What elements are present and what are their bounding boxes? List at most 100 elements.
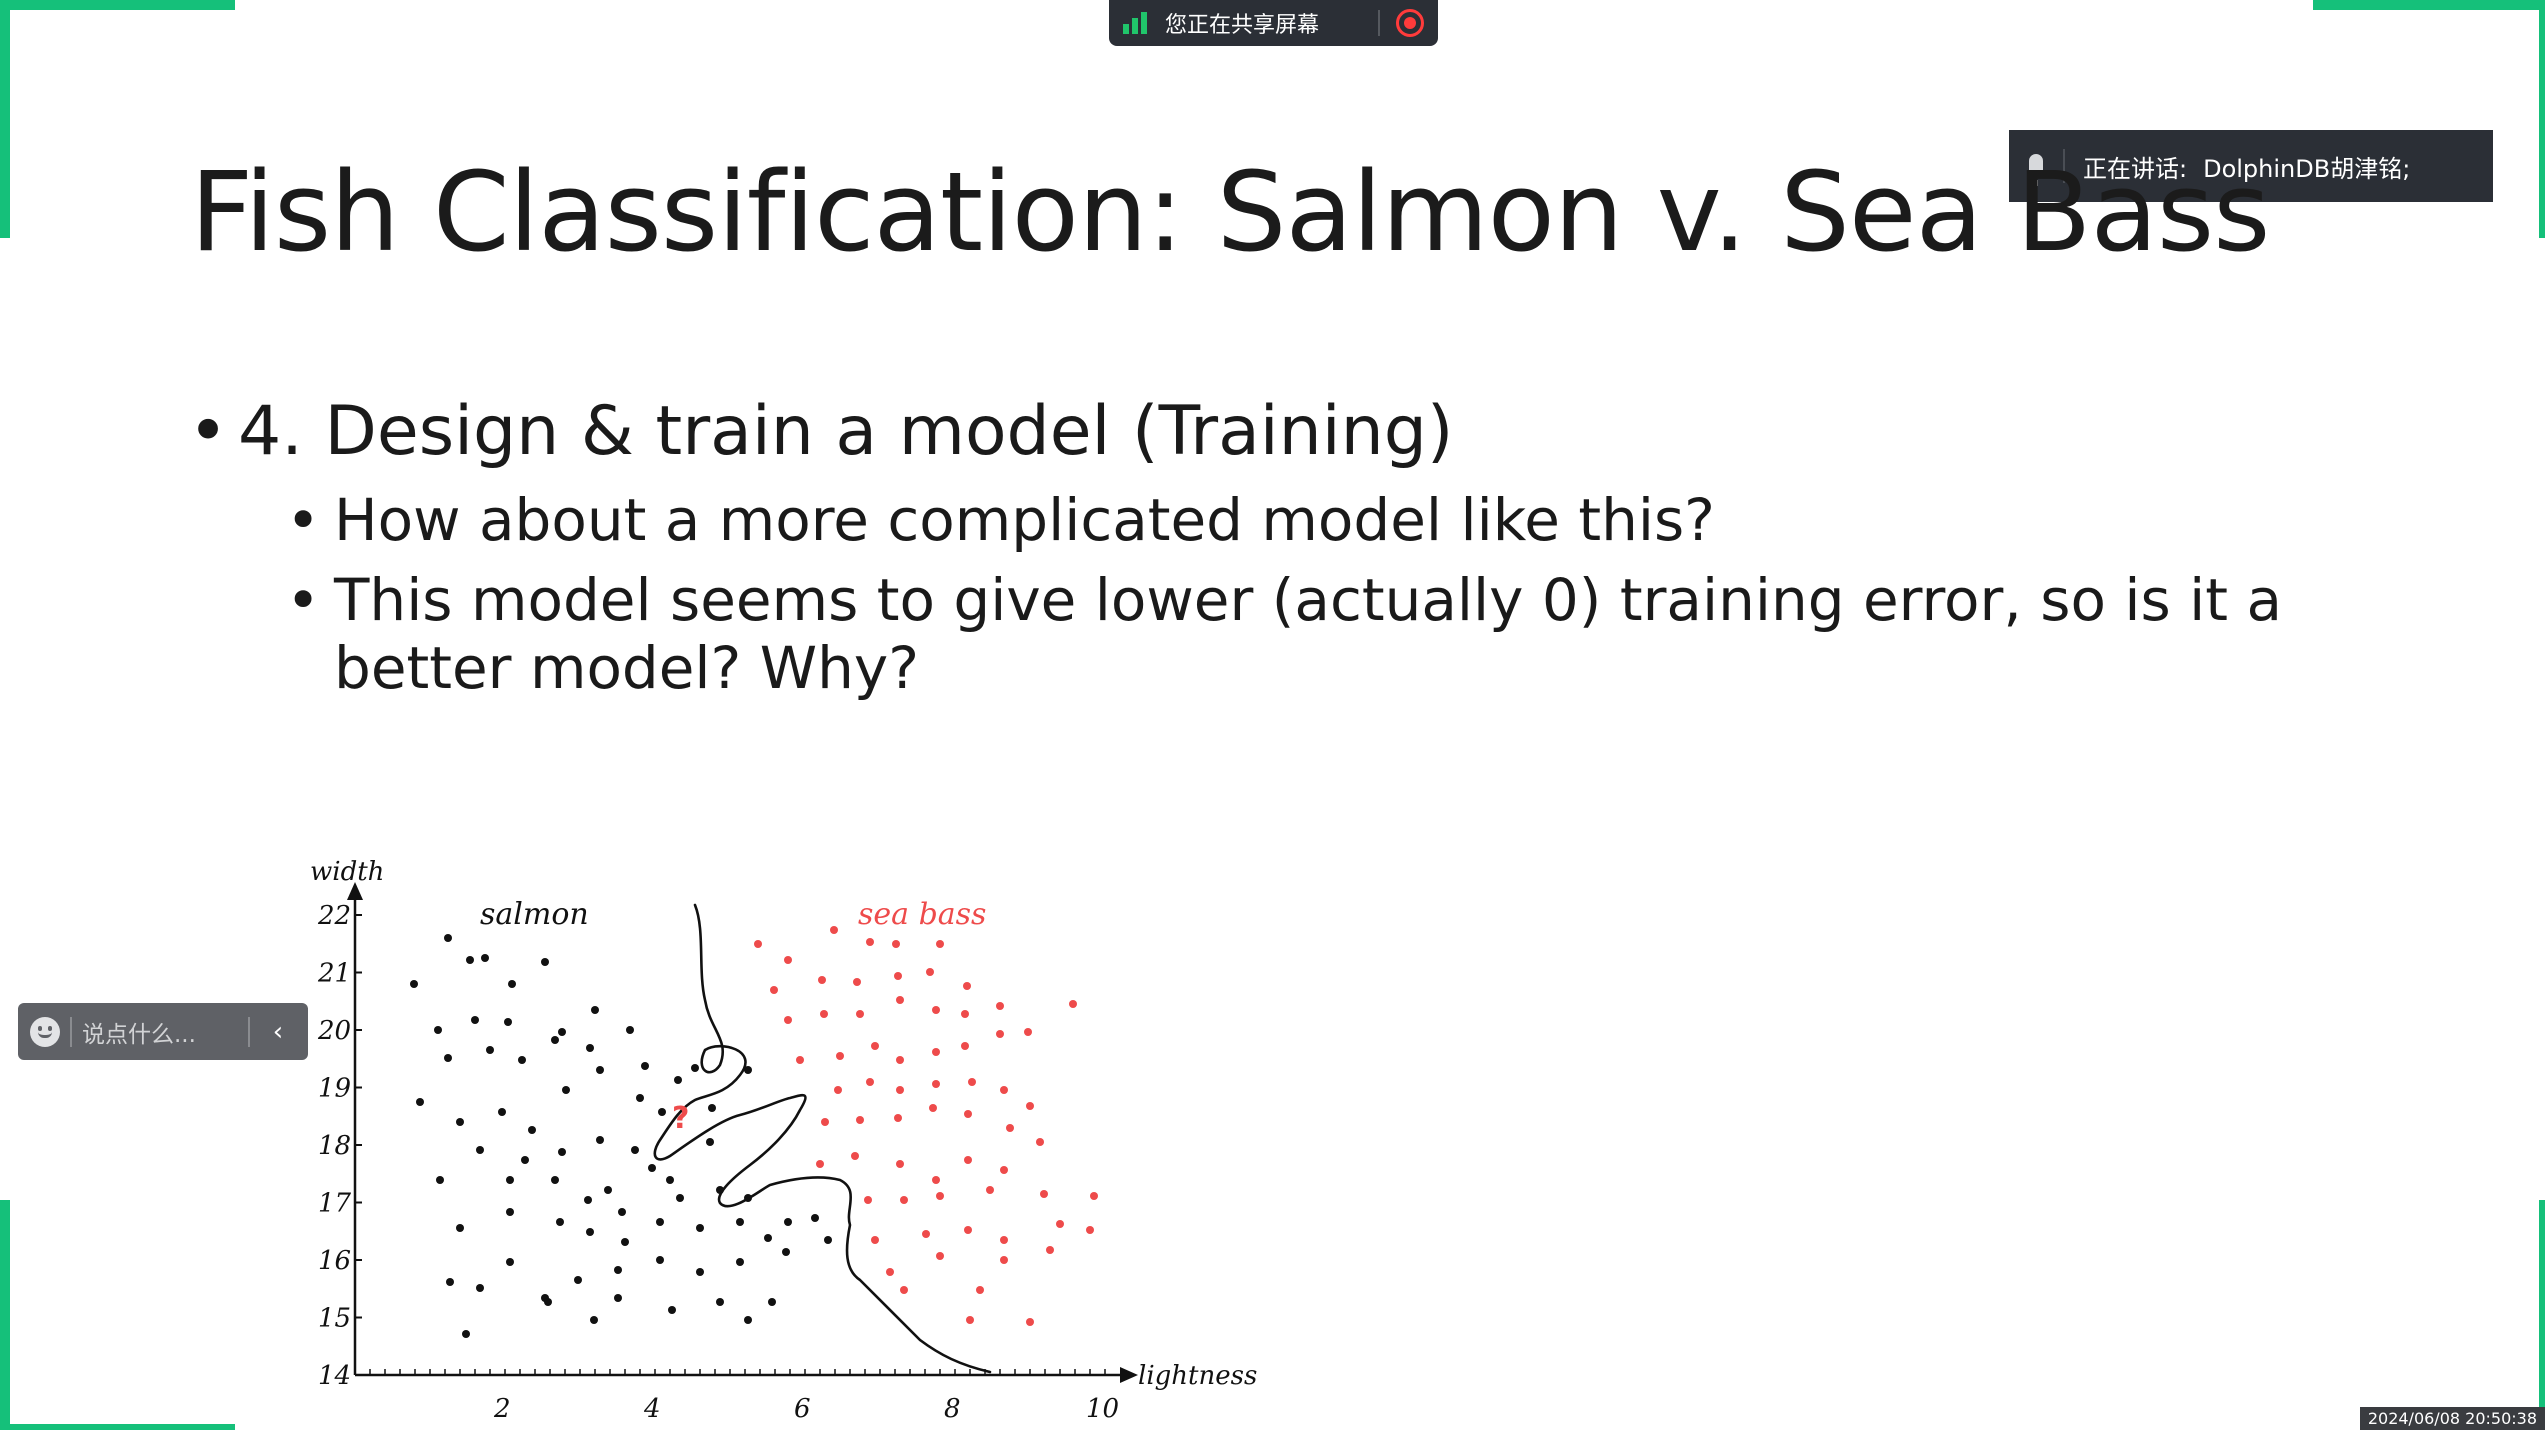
salmon-point [462,1330,470,1338]
collapse-chevron-icon[interactable]: ‹ [272,1016,284,1047]
salmon-point [706,1138,714,1146]
x-tick-label: 6 [794,1394,811,1424]
smiley-icon[interactable] [30,1016,60,1047]
sea-bass-point [892,940,900,948]
speaker-name: DolphinDB胡津铭; [2203,154,2411,183]
y-tick-label: 21 [317,959,351,989]
share-border-accent [0,0,235,10]
sea-bass-point [754,940,762,948]
sea-bass-point [936,1192,944,1200]
sea-bass-point [818,976,826,984]
salmon-point [824,1236,832,1244]
sea-bass-label: sea bass [858,897,986,932]
sea-bass-point [856,1010,864,1018]
sea-bass-point [1026,1318,1034,1326]
salmon-point [476,1146,484,1154]
salmon-point [574,1276,582,1284]
salmon-point [444,934,452,942]
data-points [410,926,1098,1338]
chat-placeholder[interactable]: 说点什么... [82,1021,196,1048]
sea-bass-point [1006,1124,1014,1132]
bullet-dot: • [188,392,229,471]
y-tick-label: 16 [318,1246,351,1276]
sea-bass-point [816,1160,824,1168]
salmon-point [656,1218,664,1226]
salmon-point [641,1062,649,1070]
sea-bass-point [932,1006,940,1014]
share-border-accent [2313,0,2545,10]
sea-bass-point [784,956,792,964]
salmon-point [471,1016,479,1024]
share-border-accent [0,1424,235,1430]
salmon-point [541,958,549,966]
salmon-point [584,1196,592,1204]
divider [1378,10,1380,36]
sea-bass-point [896,1160,904,1168]
unknown-sample-marker: ? [672,1101,689,1136]
sea-bass-point [820,1010,828,1018]
salmon-label: salmon [480,897,589,932]
sea-bass-point [926,968,934,976]
microphone-icon [2029,154,2043,186]
salmon-point [518,1056,526,1064]
sea-bass-point [1056,1220,1064,1228]
salmon-point [696,1268,704,1276]
share-border-accent [0,1200,10,1430]
sea-bass-point [929,1104,937,1112]
salmon-point [596,1136,604,1144]
axis-ticks: 22 21 20 19 18 17 16 15 14 2 4 6 8 10 [317,901,1119,1424]
salmon-point [562,1086,570,1094]
sea-bass-point [961,1010,969,1018]
slide-title: Fish Classification: Salmon v. Sea Bass [190,148,2270,276]
salmon-point [736,1258,744,1266]
sea-bass-point [770,986,778,994]
chat-input-box[interactable]: 说点什么... ‹ [18,1003,308,1060]
salmon-point [586,1044,594,1052]
salmon-point [558,1148,566,1156]
sub-bullet-item: • This model seems to give lower (actual… [286,566,2366,702]
salmon-point [658,1108,666,1116]
salmon-point [696,1224,704,1232]
screen-share-bar[interactable]: 您正在共享屏幕 [1109,0,1438,46]
share-status-text: 您正在共享屏幕 [1165,13,1320,38]
salmon-point [558,1028,566,1036]
salmon-point [504,1018,512,1026]
sea-bass-point [963,982,971,990]
bullet-text: 4. Design & train a model (Training) [238,392,1454,471]
salmon-point [498,1108,506,1116]
salmon-point [708,1104,716,1112]
sea-bass-point [936,940,944,948]
y-tick-label: 17 [318,1189,352,1219]
salmon-point [744,1316,752,1324]
sea-bass-point [961,1042,969,1050]
sea-bass-point [1000,1236,1008,1244]
sea-bass-point [864,1196,872,1204]
sea-bass-point [836,1052,844,1060]
salmon-point [551,1176,559,1184]
sea-bass-point [821,1118,829,1126]
stop-record-icon[interactable] [1396,9,1424,37]
salmon-point [590,1316,598,1324]
y-axis-label: width [310,857,384,887]
bullet-dot: • [286,566,321,634]
salmon-point [674,1076,682,1084]
salmon-point [691,1064,699,1072]
salmon-point [436,1176,444,1184]
speaking-label: 正在讲话: [2083,154,2188,183]
salmon-point [446,1278,454,1286]
sea-bass-point [1000,1166,1008,1174]
sea-bass-point [1090,1192,1098,1200]
timestamp: 2024/06/08 20:50:38 [2359,1407,2545,1430]
sea-bass-point [1040,1190,1048,1198]
sea-bass-point [1086,1226,1094,1234]
sea-bass-point [964,1156,972,1164]
decision-boundary [653,903,992,1374]
classification-figure: 22 21 20 19 18 17 16 15 14 2 4 6 8 10 width lightness… [300,850,1260,1430]
sea-bass-point [922,1230,930,1238]
salmon-point [410,980,418,988]
sea-bass-point [796,1056,804,1064]
salmon-point [528,1126,536,1134]
salmon-point [736,1218,744,1226]
sea-bass-point [900,1196,908,1204]
sea-bass-point [871,1042,879,1050]
